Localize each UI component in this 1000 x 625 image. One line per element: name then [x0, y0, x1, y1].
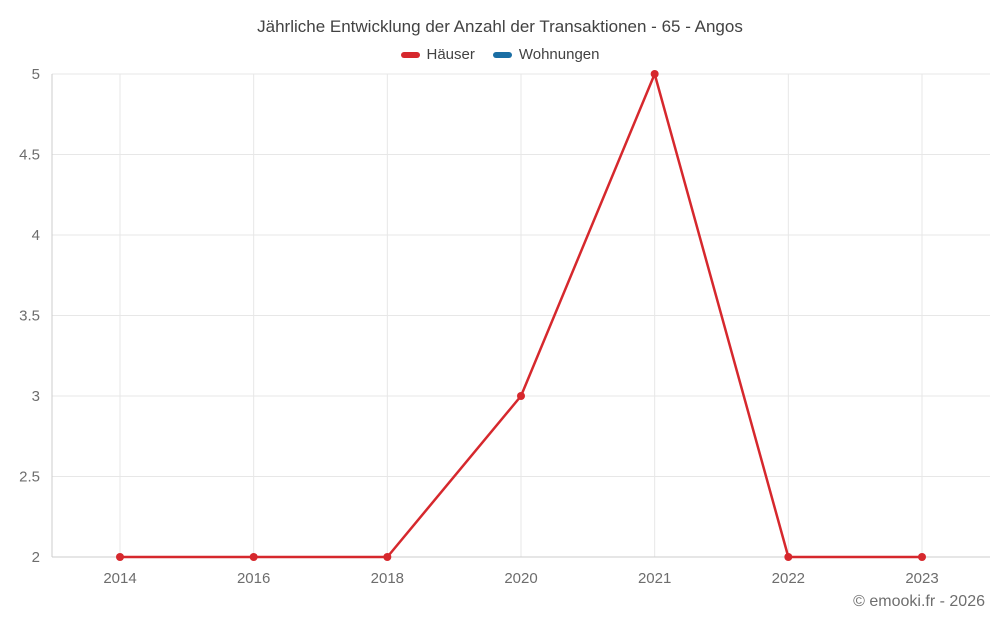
- legend-item-hauser[interactable]: Häuser: [400, 46, 475, 63]
- series-point: [918, 553, 926, 561]
- series-point: [116, 553, 124, 561]
- y-tick-label: 5: [32, 66, 40, 83]
- x-tick-label: 2016: [237, 570, 270, 587]
- series-point: [784, 553, 793, 561]
- y-tick-label: 4.5: [19, 147, 40, 164]
- y-tick-label: 4: [32, 227, 40, 244]
- series-point: [383, 553, 392, 561]
- hauser-series-swatch-icon: [400, 51, 420, 58]
- series-point: [517, 392, 525, 400]
- y-tick-label: 3.5: [19, 308, 40, 325]
- series-point: [650, 70, 659, 78]
- x-tick-label: 2020: [504, 570, 537, 587]
- y-tick-label: 2: [32, 549, 40, 566]
- wohnungen-series-swatch-icon: [492, 51, 512, 58]
- legend: Häuser Wohnungen: [0, 46, 1000, 63]
- series-point: [249, 553, 258, 561]
- y-tick-label: 3: [32, 388, 40, 405]
- x-tick-label: 2023: [905, 570, 938, 587]
- copyright: © emooki.fr - 2026: [853, 593, 985, 610]
- legend-item-wohnungen[interactable]: Wohnungen: [492, 46, 600, 63]
- x-tick-label: 2022: [772, 570, 805, 587]
- x-tick-label: 2021: [638, 570, 671, 587]
- chart-title: Jährliche Entwicklung der Anzahl der Tra…: [257, 17, 743, 36]
- x-tick-label: 2018: [371, 570, 404, 587]
- legend-item-label: Häuser: [426, 46, 475, 63]
- y-tick-label: 2.5: [19, 469, 40, 486]
- legend-item-label: Wohnungen: [518, 46, 600, 63]
- x-tick-label: 2014: [103, 570, 136, 587]
